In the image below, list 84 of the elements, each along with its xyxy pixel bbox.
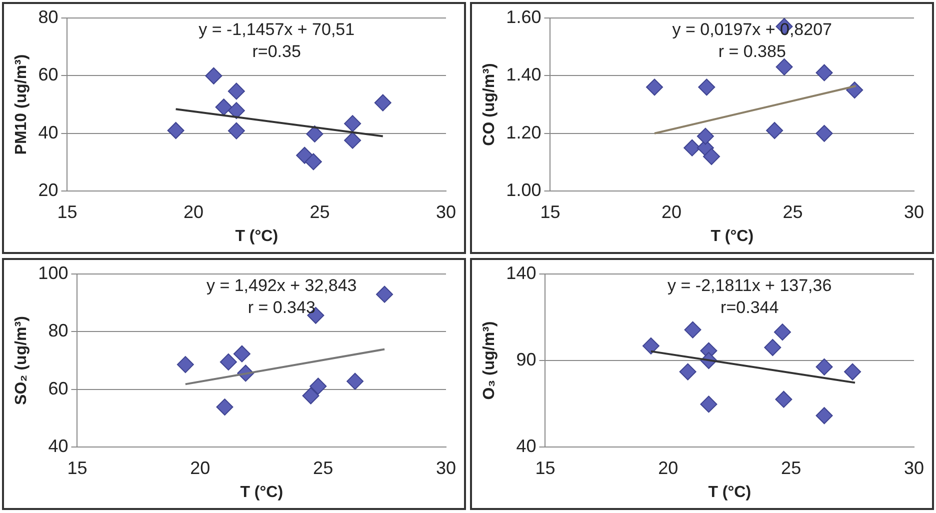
point xyxy=(844,363,862,380)
x-tick-label: 15 xyxy=(535,458,556,478)
annotation: r = 0.385 xyxy=(718,42,786,61)
y-tick-label: 1.60 xyxy=(506,6,542,27)
point xyxy=(228,102,245,120)
x-tick-label: 20 xyxy=(658,458,678,478)
y-tick-label: 90 xyxy=(516,349,536,370)
point xyxy=(816,64,833,82)
x-tick-label: 15 xyxy=(67,458,88,478)
y-tick-label: 1.40 xyxy=(506,64,542,85)
point xyxy=(764,338,782,356)
point xyxy=(684,321,702,338)
point xyxy=(205,67,222,84)
x-axis-title: T (°C) xyxy=(240,484,284,501)
y-axis-title: O₃ (ug/m³) xyxy=(481,321,498,400)
y-tick-label: 1.20 xyxy=(506,122,542,142)
point xyxy=(228,122,245,140)
point xyxy=(679,363,696,380)
x-tick-label: 20 xyxy=(661,202,682,222)
y-tick-label: 60 xyxy=(48,378,68,398)
y-tick-label: 40 xyxy=(516,436,536,456)
x-tick-label: 30 xyxy=(436,458,456,478)
point xyxy=(646,78,664,96)
x-tick-label: 15 xyxy=(540,202,560,222)
y-axis-title: CO (ug/m³) xyxy=(481,63,498,146)
point xyxy=(775,390,792,408)
y-tick-label: 40 xyxy=(48,436,68,456)
point xyxy=(220,353,237,370)
point xyxy=(374,94,392,112)
point xyxy=(642,337,660,354)
annotation: y = -2,1811x + 137,36 xyxy=(668,276,832,295)
x-axis-title: T (°C) xyxy=(708,484,752,501)
point xyxy=(302,387,320,404)
y-axis-title: SO₂ (ug/m³) xyxy=(13,316,30,405)
x-tick-label: 30 xyxy=(436,202,456,222)
x-axis-title: T (°C) xyxy=(235,228,278,245)
x-axis-title: T (°C) xyxy=(710,228,754,245)
point xyxy=(700,396,718,413)
y-tick-label: 40 xyxy=(38,122,58,142)
annotation: r=0.35 xyxy=(252,42,301,61)
point xyxy=(233,345,250,362)
annotation: r=0.344 xyxy=(720,298,779,317)
point xyxy=(698,78,716,96)
x-tick-label: 20 xyxy=(190,458,210,478)
point xyxy=(376,286,394,303)
point xyxy=(310,378,327,395)
y-tick-label: 80 xyxy=(48,320,68,341)
y-tick-label: 1.00 xyxy=(506,180,542,200)
point xyxy=(215,98,232,116)
x-tick-label: 25 xyxy=(781,458,802,478)
x-tick-label: 15 xyxy=(57,202,78,222)
point xyxy=(216,398,234,416)
annotation: y = -1,1457x + 70,51 xyxy=(198,20,355,39)
point xyxy=(684,139,701,156)
y-tick-label: 80 xyxy=(38,6,58,27)
point xyxy=(703,148,720,166)
x-tick-label: 25 xyxy=(310,202,330,222)
y-tick-label: 20 xyxy=(38,180,58,200)
point xyxy=(304,153,322,170)
point xyxy=(228,82,245,100)
x-tick-label: 30 xyxy=(904,202,924,222)
annotation: y = 1,492x + 32,843 xyxy=(206,276,357,295)
point xyxy=(344,132,362,149)
x-tick-label: 25 xyxy=(313,458,334,478)
y-tick-label: 100 xyxy=(38,262,68,283)
point xyxy=(774,324,791,341)
point xyxy=(696,128,714,145)
point xyxy=(816,358,833,376)
point xyxy=(816,124,833,142)
point xyxy=(766,122,784,140)
point xyxy=(346,372,364,390)
point xyxy=(306,125,324,142)
x-tick-label: 25 xyxy=(782,202,803,222)
y-tick-label: 60 xyxy=(38,64,58,85)
point xyxy=(167,122,184,140)
point xyxy=(344,115,362,132)
annotation: r = 0.343 xyxy=(248,298,316,317)
y-axis-title: PM10 (ug/m³) xyxy=(13,54,30,155)
point xyxy=(816,407,833,424)
x-tick-label: 20 xyxy=(183,202,204,222)
point xyxy=(176,356,194,374)
y-tick-label: 140 xyxy=(506,262,536,283)
point xyxy=(776,58,793,76)
x-tick-label: 30 xyxy=(904,458,924,478)
